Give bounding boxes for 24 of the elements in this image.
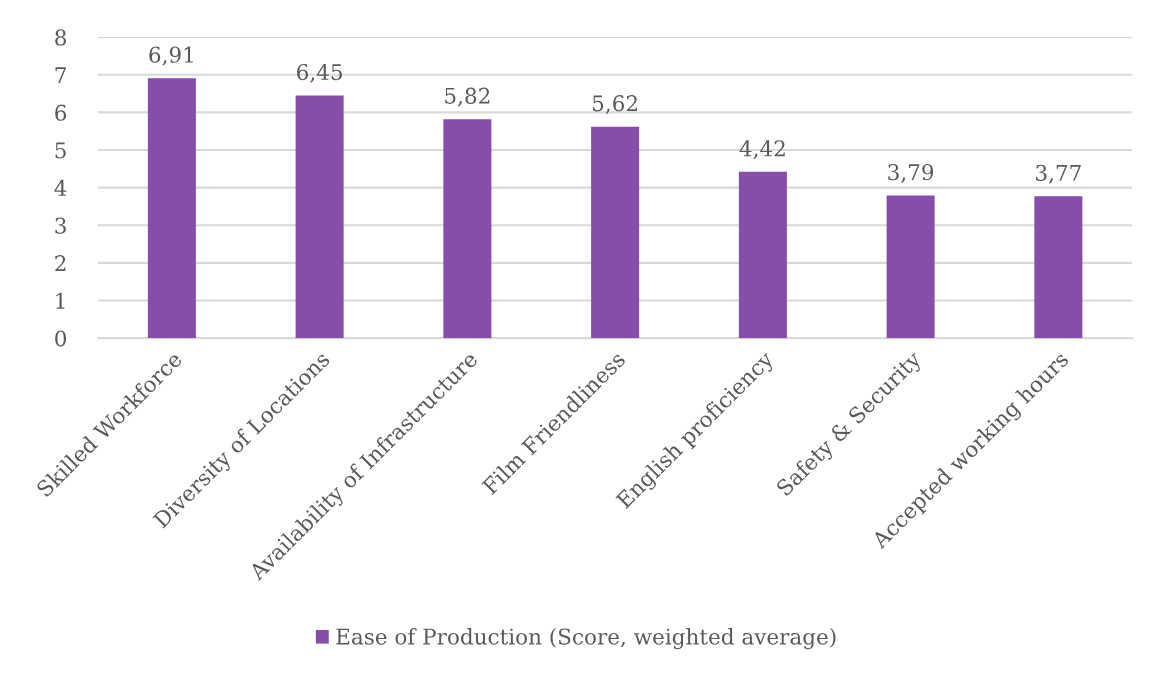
data-label: 4,42 — [739, 140, 785, 160]
y-tick-label: 0 — [55, 330, 67, 347]
data-label: 6,91 — [149, 46, 193, 66]
y-tick-label: 4 — [54, 179, 67, 196]
y-tick-label: 8 — [55, 29, 66, 46]
bar — [147, 78, 196, 339]
bar — [1034, 196, 1083, 339]
bar — [443, 119, 492, 339]
y-tick-label: 6 — [55, 104, 67, 121]
data-label: 3,77 — [1036, 164, 1081, 184]
data-label: 5,62 — [592, 95, 637, 115]
data-label: 6,45 — [297, 63, 342, 83]
y-tick-label: 5 — [55, 142, 66, 159]
data-label: 5,82 — [445, 87, 490, 107]
bar — [738, 171, 787, 339]
data-label: 3,79 — [888, 163, 934, 183]
y-tick-label: 2 — [55, 255, 66, 272]
legend-label: Ease of Production (Score, weighted average) — [336, 628, 836, 650]
bar — [295, 95, 344, 339]
bar — [591, 126, 640, 339]
y-tick-label: 3 — [55, 217, 66, 234]
bar — [886, 195, 935, 339]
y-tick-label: 7 — [55, 67, 66, 83]
y-tick-label: 1 — [56, 292, 65, 309]
